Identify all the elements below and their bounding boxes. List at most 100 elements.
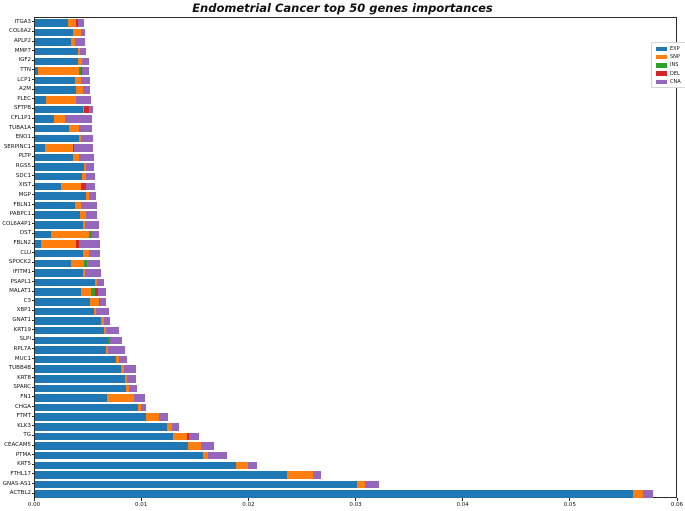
bar-segment-exp — [35, 375, 126, 383]
bar-segment-ins — [99, 298, 101, 306]
bar-segment-exp — [35, 249, 84, 258]
bar-row — [35, 365, 136, 373]
bar-segment-del — [81, 182, 87, 191]
bar-segment-cna — [88, 105, 93, 114]
bar-row — [35, 115, 92, 123]
y-tick-mark — [32, 473, 34, 475]
bar-segment-snp — [77, 57, 83, 66]
bar-segment-snp — [51, 230, 89, 239]
legend-item: CNA — [656, 79, 681, 85]
bar-row — [35, 182, 95, 191]
bar-segment-cna — [105, 326, 119, 335]
y-tick-mark — [32, 242, 34, 244]
bar-row — [35, 317, 110, 325]
bar-row — [35, 461, 257, 470]
legend-swatch-cna — [656, 79, 667, 84]
bar-row — [35, 67, 89, 75]
y-tick-label: FBLN2 — [13, 240, 31, 247]
x-tick-label: 0.02 — [242, 502, 255, 508]
bar-segment-snp — [188, 442, 202, 450]
bar-row — [35, 105, 93, 114]
y-tick-label: PLEC — [17, 95, 31, 102]
bar-segment-exp — [35, 134, 79, 142]
y-tick-label: TUBB4B — [8, 365, 31, 372]
bar-row — [35, 134, 93, 142]
y-tick-mark — [32, 107, 34, 109]
bar-segment-snp — [106, 394, 134, 402]
y-tick-mark — [32, 483, 34, 485]
bar-segment-exp — [35, 192, 87, 200]
bar-segment-del — [75, 19, 78, 27]
legend-swatch-snp — [656, 54, 667, 60]
bar-row — [35, 451, 227, 460]
y-tick-mark — [32, 463, 34, 465]
y-tick-mark — [32, 30, 34, 32]
y-tick-label: TUBA1A — [8, 124, 31, 131]
bar-segment-exp — [35, 172, 83, 181]
bar-segment-snp — [95, 278, 98, 287]
y-tick-label: CHGA — [14, 403, 31, 410]
x-tick-label: 0.00 — [27, 502, 41, 508]
bar-segment-cna — [97, 278, 104, 287]
bar-row — [35, 240, 101, 248]
legend-label: DEL — [670, 70, 680, 77]
y-tick-mark — [32, 155, 34, 157]
bar-segment-exp — [35, 288, 82, 296]
bar-segment-exp — [35, 413, 147, 421]
y-tick-mark — [32, 252, 34, 254]
bar-row — [35, 259, 101, 268]
bar-segment-exp — [35, 230, 52, 239]
bar-segment-cna — [100, 298, 106, 306]
legend-item: SNP — [656, 54, 681, 60]
x-tick-mark — [569, 498, 571, 501]
bar-segment-exp — [35, 451, 204, 460]
y-tick-label: TG — [23, 432, 31, 439]
y-tick-label: MALAT1 — [9, 288, 31, 295]
y-tick-mark — [32, 194, 34, 196]
bar-row — [35, 403, 147, 412]
bar-segment-snp — [86, 192, 89, 200]
bar-segment-snp — [80, 211, 87, 219]
y-tick-label: MGP — [18, 191, 31, 198]
bar-segment-cna — [207, 451, 227, 460]
y-tick-label: XIST — [18, 182, 31, 189]
y-tick-mark — [32, 290, 34, 292]
bar-segment-exp — [35, 471, 287, 479]
y-tick-label: GNAT1 — [12, 317, 31, 324]
y-tick-mark — [32, 329, 34, 331]
y-tick-label: CFL1P1 — [10, 115, 31, 121]
bar-segment-exp — [35, 298, 90, 306]
bar-row — [35, 471, 322, 479]
y-tick-mark — [32, 21, 34, 23]
bar-row — [35, 336, 122, 345]
bar-row — [35, 38, 86, 46]
bar-segment-exp — [35, 336, 108, 345]
bar-segment-ins — [78, 67, 82, 75]
bar-segment-cna — [88, 249, 101, 258]
bar-segment-exp — [35, 365, 121, 373]
y-tick-mark — [32, 204, 34, 206]
legend-label: EXP — [670, 46, 680, 52]
bar-segment-cna — [642, 490, 654, 498]
y-tick-label: SLPI — [19, 336, 32, 343]
bar-segment-exp — [35, 96, 46, 104]
bar-segment-snp — [83, 269, 86, 277]
bar-segment-cna — [81, 201, 98, 210]
bar-segment-del — [72, 144, 74, 152]
bar-segment-exp — [35, 163, 85, 171]
bar-segment-snp — [54, 115, 65, 123]
bar-segment-cna — [73, 144, 93, 152]
bar-row — [35, 278, 104, 287]
y-tick-mark — [32, 69, 34, 71]
bar-segment-exp — [35, 76, 75, 85]
bar-segment-cna — [133, 394, 146, 402]
bar-segment-snp — [74, 201, 82, 210]
x-tick-mark — [676, 498, 678, 501]
bar-row — [35, 76, 90, 85]
bar-row — [35, 249, 101, 258]
y-tick-mark — [32, 50, 34, 52]
bar-segment-snp — [203, 451, 208, 460]
y-tick-label: PSAPL1 — [10, 278, 31, 285]
bar-segment-exp — [35, 269, 84, 277]
